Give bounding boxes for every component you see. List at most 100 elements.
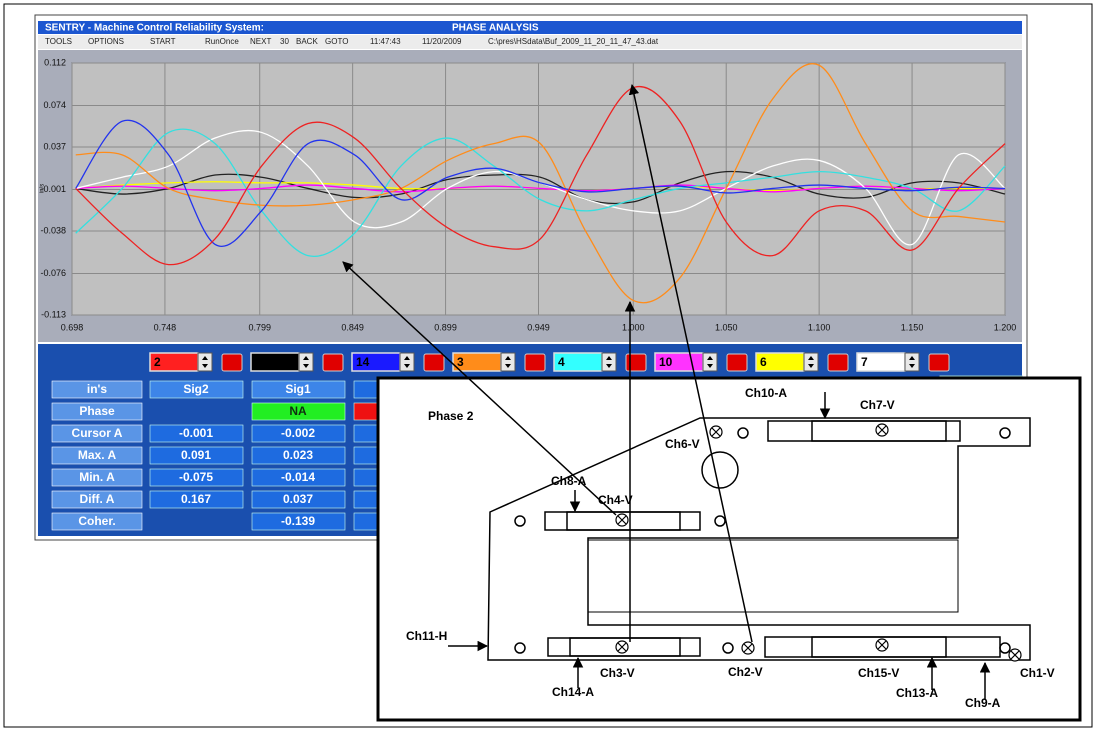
channel-toggle: [827, 353, 849, 372]
series-line: [75, 184, 1006, 193]
row-label-cell: [51, 402, 143, 421]
menu-item: BACK: [296, 37, 318, 46]
table-cell: [149, 424, 244, 443]
table-cell: [251, 468, 346, 487]
row-label-cell: [51, 468, 143, 487]
arrow: [342, 261, 617, 516]
channel-toggle: [726, 353, 748, 372]
menu: TOOLS OPTIONS START RunOnce NEXT 30 BACK GOTO 11…: [45, 37, 659, 46]
y-tick-label: -0.001: [40, 184, 66, 194]
x-tick-label: 1.150: [901, 322, 924, 332]
series-line: [75, 63, 1006, 304]
row-label: Diff. A: [80, 492, 115, 506]
channel-label: Ch6-V: [665, 437, 700, 451]
row-label: Cursor A: [72, 426, 123, 440]
table-value: -0.002: [281, 426, 315, 440]
menu-item: NEXT: [250, 37, 271, 46]
x-tick-label: 1.050: [715, 322, 738, 332]
x-circle: [875, 638, 889, 652]
y-axis-label: in/s: [40, 184, 46, 193]
sensor-core: [569, 637, 681, 657]
channel-toggle: [322, 353, 344, 372]
channel-label: Ch7-V: [860, 398, 895, 412]
table-value: 0.023: [283, 448, 313, 462]
table-cell: [251, 380, 346, 399]
spinner-arrows: [505, 356, 511, 368]
spinner: [298, 352, 314, 372]
spinner-arrows: [707, 356, 713, 368]
row-label: Max. A: [78, 448, 117, 462]
row-label-cell: [51, 380, 143, 399]
menu-item: GOTO: [325, 37, 348, 46]
spinner: [500, 352, 516, 372]
row-label: Coher.: [78, 514, 115, 528]
channel-label: Ch1-V: [1020, 666, 1055, 680]
x-circle: [741, 641, 755, 655]
sensors: [514, 420, 1011, 658]
spinner: [904, 352, 920, 372]
channel-label: Ch10-A: [745, 386, 787, 400]
menu-item: OPTIONS: [88, 37, 124, 46]
table-value: Sig1: [285, 382, 311, 396]
y-tick-label: -0.113: [41, 309, 66, 319]
row-label-cell: [51, 512, 143, 531]
x-circle: [709, 425, 723, 439]
y-tick-label: 0.037: [43, 141, 66, 151]
bolt: [722, 642, 734, 654]
table-value: NA: [289, 404, 307, 418]
table-cell: [149, 380, 244, 399]
series-line: [75, 129, 1006, 246]
channel-label: Ch11-H: [406, 629, 447, 643]
bolt: [714, 515, 726, 527]
table-cell: [149, 490, 244, 509]
channel-number: 14: [356, 355, 370, 369]
spinner: [399, 352, 415, 372]
arrow: [628, 83, 753, 643]
diagram-title: Phase 2: [428, 409, 474, 423]
channel-label: Ch15-V: [858, 666, 899, 680]
x-tick-label: 0.698: [61, 322, 84, 332]
y-tick-label: 0.074: [43, 100, 66, 110]
x-tick-label: 1.200: [994, 322, 1017, 332]
x-tick-label: 0.899: [434, 322, 457, 332]
row-label: Min. A: [79, 470, 115, 484]
spinner-arrows: [808, 356, 814, 368]
menu-item: TOOLS: [45, 37, 72, 46]
channel-toggle: [423, 353, 445, 372]
x-tick-label: 0.748: [154, 322, 177, 332]
bolt: [514, 515, 526, 527]
y-tick-label: -0.076: [40, 268, 66, 278]
channel-number: 4: [558, 355, 565, 369]
menu-item: RunOnce: [205, 37, 239, 46]
spinner-arrows: [202, 356, 208, 368]
bolt: [737, 427, 749, 439]
channel-number: 6: [760, 355, 767, 369]
arrows: [342, 83, 991, 700]
table-value: 0.091: [181, 448, 211, 462]
x-circle: [615, 640, 629, 654]
channel-number: 3: [457, 355, 464, 369]
spinner: [702, 352, 718, 372]
channel-label: Ch2-V: [728, 665, 763, 679]
slot: [587, 539, 959, 613]
row-label-cell: [51, 424, 143, 443]
diagram-frame: [376, 376, 1082, 722]
title-bar: [38, 21, 1022, 34]
spinner-arrows: [303, 356, 309, 368]
series-line: [75, 170, 1006, 205]
x-circle: [615, 513, 629, 527]
x-tick-label: 0.949: [527, 322, 550, 332]
bolt: [999, 642, 1011, 654]
channel-number: 7: [861, 355, 868, 369]
x-tick-label: 0.799: [248, 322, 271, 332]
diagram: Phase 2 Ch10-A Ch7-V Ch6-V Ch8-A Ch4-V C…: [342, 83, 1082, 722]
row-label: in's: [87, 382, 108, 396]
spinner: [601, 352, 617, 372]
table-value: Sig2: [183, 382, 209, 396]
table-cell: [149, 468, 244, 487]
channel-toggle: [928, 353, 950, 372]
channel-toggle: [524, 353, 546, 372]
row-label-cell: [51, 446, 143, 465]
channel-label: Ch9-A: [965, 696, 1001, 710]
